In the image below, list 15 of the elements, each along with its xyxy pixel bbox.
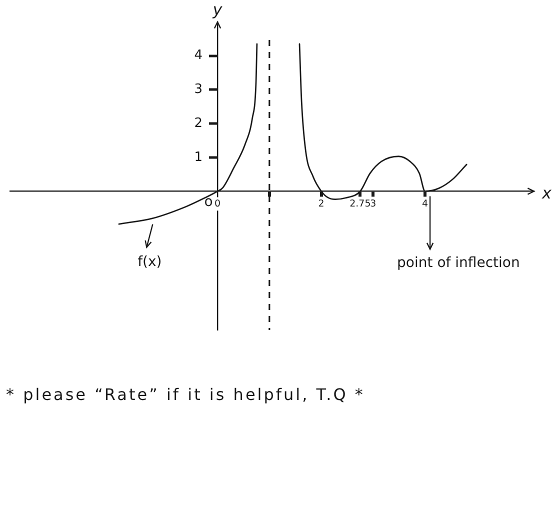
x-axis-title: x: [541, 183, 552, 202]
annotation: point of inflection: [397, 254, 520, 271]
x-tick-label: 4: [422, 198, 428, 210]
x-tick-label: 2.75: [350, 198, 371, 210]
y-tick-label: 3: [194, 82, 203, 98]
y-tick-label: 4: [194, 48, 203, 64]
y-tick-label: 2: [194, 116, 203, 131]
annotation: o: [204, 194, 213, 210]
annotation: f(x): [138, 254, 162, 270]
y-tick-label: 1: [194, 150, 203, 165]
x-tick-label: 3: [370, 198, 376, 210]
text: * please “Rate” if it is helpful, T.Q *: [6, 385, 365, 404]
x-tick-label: 0: [214, 198, 221, 210]
x-tick-label: 2: [318, 198, 324, 210]
y-axis-title: y: [212, 0, 223, 20]
